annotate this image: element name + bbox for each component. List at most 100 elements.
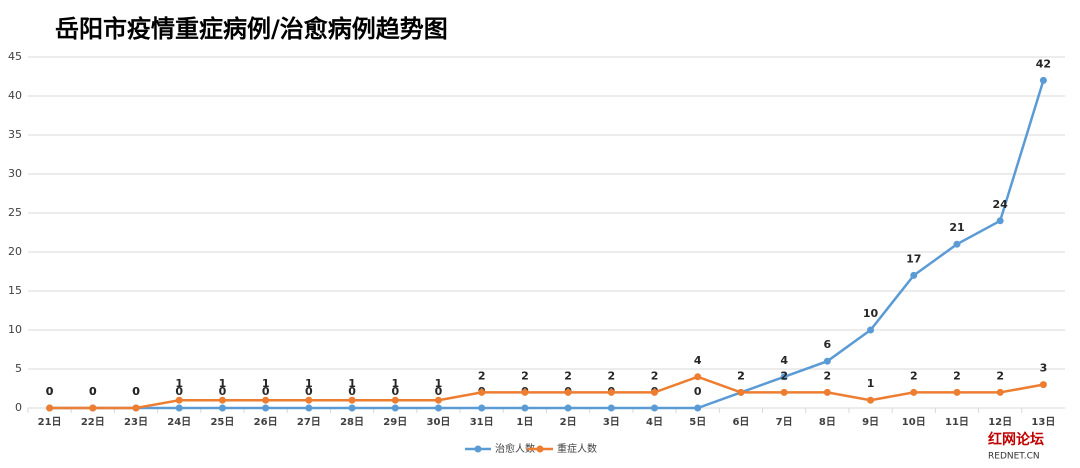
y-tick-label: 20 — [8, 245, 22, 258]
value-label: 0 — [348, 385, 356, 398]
x-tick-label: 13日 — [1031, 416, 1055, 428]
value-label: 2 — [478, 369, 486, 382]
point — [434, 404, 442, 412]
point — [218, 396, 226, 404]
point — [521, 388, 529, 396]
point — [305, 396, 313, 404]
value-label: 2 — [824, 369, 832, 382]
x-tick-label: 5日 — [689, 416, 706, 428]
value-label: 0 — [175, 385, 183, 398]
value-label: 0 — [132, 385, 140, 398]
point — [694, 373, 702, 381]
value-label: 42 — [1036, 57, 1051, 70]
y-tick-label: 45 — [8, 50, 22, 63]
point — [694, 404, 702, 412]
value-label: 2 — [607, 369, 615, 382]
value-label: 2 — [953, 369, 961, 382]
value-label: 10 — [863, 307, 879, 320]
value-label: 1 — [348, 377, 356, 390]
y-tick-label: 0 — [15, 401, 22, 414]
value-label: 1 — [219, 377, 227, 390]
value-label: 0 — [262, 385, 270, 398]
value-label: 1 — [391, 377, 399, 390]
value-label: 2 — [780, 369, 788, 382]
value-label: 6 — [824, 338, 832, 351]
point — [175, 396, 183, 404]
point — [262, 404, 270, 412]
point — [348, 404, 356, 412]
x-tick-label: 26日 — [254, 416, 278, 428]
point — [651, 404, 659, 412]
value-label: 2 — [737, 369, 745, 382]
value-label: 2 — [521, 369, 529, 382]
point — [434, 396, 442, 404]
point — [391, 404, 399, 412]
y-tick-label: 25 — [8, 206, 22, 219]
x-tick-label: 2日 — [560, 416, 577, 428]
legend-label: 重症人数 — [557, 442, 597, 455]
y-tick-label: 40 — [8, 89, 22, 102]
value-label: 21 — [949, 221, 964, 234]
point — [651, 388, 659, 396]
point — [218, 404, 226, 412]
value-label: 0 — [46, 385, 54, 398]
legend-marker — [474, 445, 482, 453]
point — [89, 404, 97, 412]
value-label: 2 — [737, 369, 745, 382]
x-tick-label: 3日 — [603, 416, 620, 428]
x-tick-label: 23日 — [124, 416, 148, 428]
value-label: 0 — [305, 385, 313, 398]
x-tick-label: 1日 — [516, 416, 533, 428]
value-label: 3 — [1040, 362, 1048, 375]
value-label: 0 — [46, 385, 54, 398]
point — [175, 404, 183, 412]
value-label: 0 — [89, 385, 97, 398]
x-tick-label: 25日 — [210, 416, 234, 428]
value-label: 2 — [651, 369, 659, 382]
x-tick-label: 24日 — [167, 416, 191, 428]
x-tick-label: 22日 — [81, 416, 105, 428]
point — [478, 404, 486, 412]
x-tick-label: 8日 — [819, 416, 836, 428]
point — [910, 271, 918, 279]
value-label: 2 — [910, 369, 918, 382]
chart-title: 岳阳市疫情重症病例/治愈病例趋势图 — [55, 15, 448, 43]
value-label: 1 — [262, 377, 270, 390]
value-label: 0 — [219, 385, 227, 398]
x-tick-label: 7日 — [776, 416, 793, 428]
value-label: 24 — [993, 198, 1009, 211]
point — [737, 388, 745, 396]
point — [564, 388, 572, 396]
point — [262, 396, 270, 404]
series-line — [49, 375, 1044, 410]
legend-marker — [536, 445, 544, 453]
x-tick-label: 28日 — [340, 416, 364, 428]
point — [953, 240, 961, 248]
x-tick-label: 31日 — [470, 416, 494, 428]
x-tick-label: 10日 — [902, 416, 926, 428]
point — [1039, 381, 1047, 389]
legend-label: 治愈人数 — [495, 442, 535, 455]
point — [780, 373, 788, 381]
point — [910, 388, 918, 396]
point — [46, 404, 54, 412]
value-label: 1 — [305, 377, 313, 390]
x-tick-label: 6日 — [732, 416, 749, 428]
point — [823, 388, 831, 396]
value-label: 0 — [391, 385, 399, 398]
value-label: 0 — [132, 385, 140, 398]
value-label: 4 — [780, 354, 788, 367]
value-label: 2 — [564, 369, 572, 382]
value-label: 2 — [996, 369, 1004, 382]
x-tick-label: 4日 — [646, 416, 663, 428]
value-label: 17 — [906, 252, 921, 265]
point — [607, 404, 615, 412]
point — [348, 396, 356, 404]
point — [478, 388, 486, 396]
x-tick-label: 29日 — [383, 416, 407, 428]
x-tick-label: 27日 — [297, 416, 321, 428]
value-label: 4 — [694, 354, 702, 367]
x-tick-label: 12日 — [988, 416, 1012, 428]
point — [564, 404, 572, 412]
